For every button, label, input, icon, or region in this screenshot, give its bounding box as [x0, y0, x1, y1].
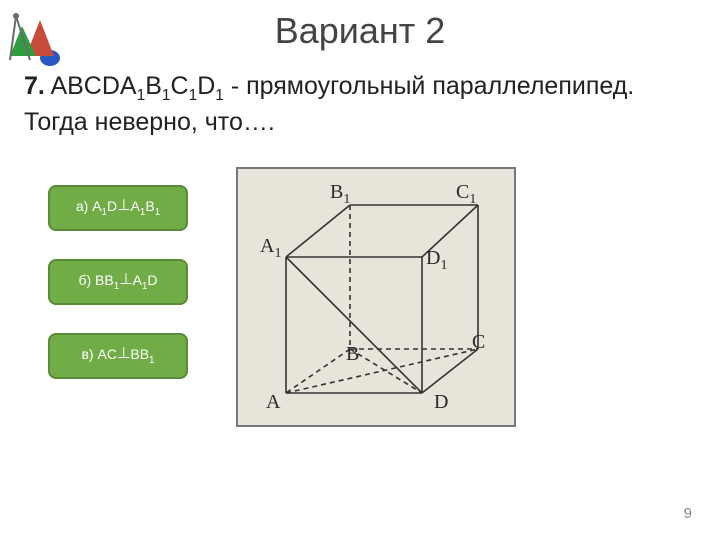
vertex-label-C1: C1 — [456, 181, 476, 208]
math-shapes-icon — [8, 8, 68, 68]
option-a-button[interactable]: а) A1D⊥A1B1 — [48, 185, 188, 231]
vertex-label-A: A — [266, 391, 280, 414]
options-list: а) A1D⊥A1B1 б) BB1⊥A1D в) AC⊥BB1 — [48, 185, 188, 379]
vertex-label-D: D — [434, 391, 448, 414]
vertex-label-B1: B1 — [330, 181, 350, 208]
page-number: 9 — [684, 505, 692, 522]
vertex-label-C: C — [472, 331, 485, 354]
option-b-button[interactable]: б) BB1⊥A1D — [48, 259, 188, 305]
cube-diagram: A1 B1 C1 D1 A B C D — [236, 167, 516, 427]
option-c-button[interactable]: в) AC⊥BB1 — [48, 333, 188, 379]
vertex-label-B: B — [346, 343, 359, 366]
vertex-label-A1: A1 — [260, 235, 281, 262]
vertex-label-D1: D1 — [426, 247, 447, 274]
page-title: Вариант 2 — [0, 0, 720, 52]
question-text: 7. ABCDA1B1C1D1 - прямоугольный параллел… — [0, 52, 720, 139]
